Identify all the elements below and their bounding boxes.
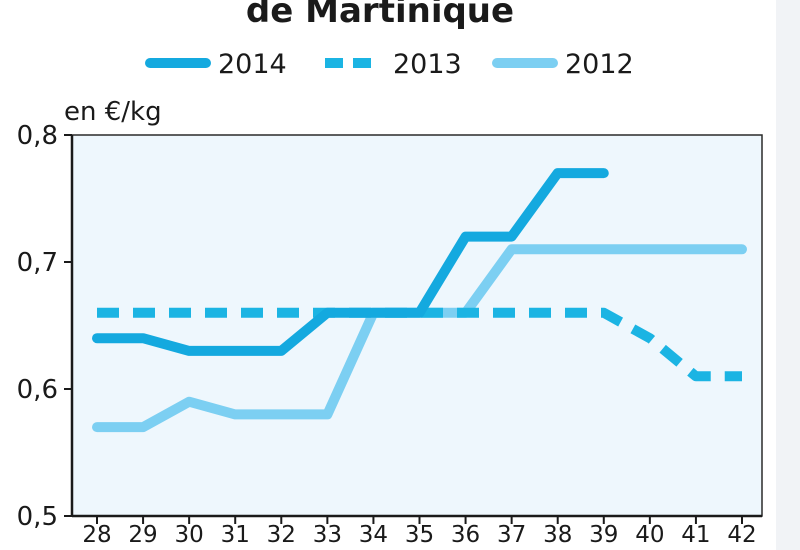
x-tick-label: 36 — [451, 522, 480, 548]
x-tick-label: 40 — [635, 522, 664, 548]
y-unit-label: en €/kg — [64, 97, 162, 127]
y-tick-label: 0,8 — [17, 121, 58, 151]
x-tick-label: 42 — [727, 522, 756, 548]
series-line-2014 — [92, 168, 609, 356]
legend: 2014 2013 2012 — [145, 49, 634, 80]
series-line-2013 — [97, 307, 742, 382]
y-tick-label: 0,7 — [17, 248, 58, 278]
legend-label-2013: 2013 — [393, 49, 462, 80]
legend-label-2012: 2012 — [565, 49, 634, 80]
y-tick-label: 0,5 — [17, 502, 58, 532]
x-tick-label: 31 — [221, 522, 250, 548]
x-tick-label: 28 — [82, 522, 111, 548]
y-tick-label: 0,6 — [17, 375, 58, 405]
right-edge-strip — [776, 0, 800, 550]
x-tick-label: 38 — [543, 522, 572, 548]
legend-label-2014: 2014 — [218, 49, 287, 80]
x-tick-label: 34 — [359, 522, 388, 548]
x-tick-label: 33 — [313, 522, 342, 548]
series-layer — [92, 168, 747, 433]
axes: 0,5 0,6 0,7 0,8 28 29 30 31 32 33 34 35 36 37 38 39 40 41… — [17, 121, 762, 548]
x-tick-label: 32 — [267, 522, 296, 548]
x-tick-label: 41 — [681, 522, 710, 548]
x-tick-label: 35 — [405, 522, 434, 548]
chart-title: de Martinique — [246, 0, 514, 31]
x-tick-label: 39 — [589, 522, 618, 548]
plot-area — [71, 134, 763, 517]
x-tick-label: 37 — [497, 522, 526, 548]
x-tick-label: 30 — [175, 522, 204, 548]
x-tick-label: 29 — [128, 522, 157, 548]
